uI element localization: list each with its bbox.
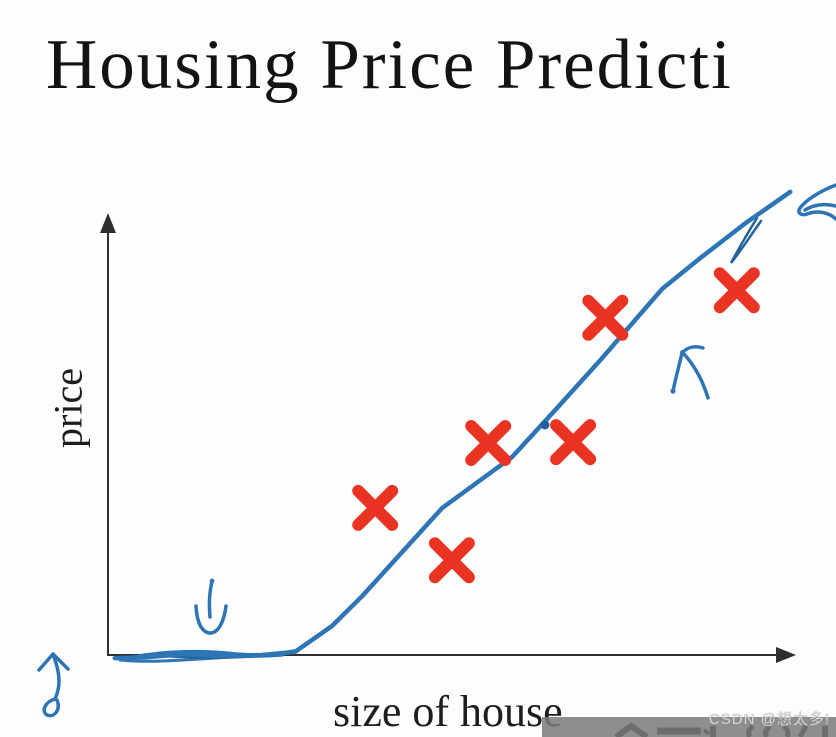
x-axis-label: size of house — [333, 687, 563, 736]
y-axis-arrowhead-icon — [100, 213, 116, 233]
y-axis-label: price — [45, 368, 91, 448]
axes — [100, 213, 796, 663]
x-marker — [465, 420, 512, 466]
x-marker — [428, 537, 475, 584]
watermark-band — [542, 717, 836, 737]
x-marker — [582, 294, 629, 341]
ink-annotations — [37, 183, 836, 718]
x-axis-arrowhead-icon — [776, 647, 796, 663]
data-point-markers — [352, 267, 760, 584]
x-marker — [550, 419, 597, 466]
page-title: Housing Price Predicti — [46, 26, 733, 104]
left-pointing-arrowhead-icon — [797, 183, 836, 221]
ink-dot — [540, 420, 550, 430]
x-marker — [352, 484, 399, 531]
watermark-text: CSDN @想太多! — [708, 711, 830, 728]
down-arrow-icon — [194, 578, 228, 635]
up-arrow-icon — [37, 652, 70, 718]
fit-line — [112, 189, 793, 661]
x-marker — [713, 267, 760, 314]
hand-drawn-fit-line — [112, 189, 793, 661]
curved-up-left-arrow-icon — [670, 345, 710, 400]
